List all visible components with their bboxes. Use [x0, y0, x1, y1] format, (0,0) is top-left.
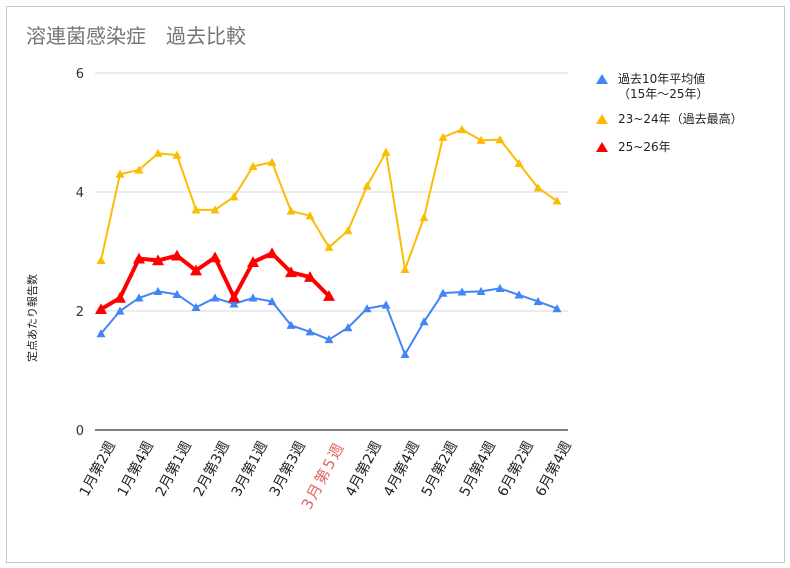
data-point	[266, 247, 278, 259]
data-point	[476, 135, 486, 144]
data-point	[133, 252, 145, 264]
triangle-marker-icon	[596, 114, 608, 124]
data-point	[400, 349, 410, 359]
data-point	[172, 150, 182, 159]
x-tick-label: 4月第2週	[342, 438, 385, 499]
y-tick-label: 6	[76, 67, 84, 82]
data-point	[324, 242, 334, 251]
data-point	[305, 211, 315, 220]
x-tick-label: 4月第4週	[380, 438, 423, 499]
data-point	[476, 286, 486, 295]
x-tick-label: 1月第2週	[76, 438, 119, 499]
x-tick-label: 3月第1週	[228, 438, 271, 499]
data-point	[324, 335, 334, 344]
chart-frame	[6, 6, 785, 563]
x-tick-label: 2月第3週	[190, 438, 233, 499]
data-point	[115, 169, 125, 178]
data-point	[267, 157, 277, 166]
data-point	[343, 323, 353, 332]
data-point	[286, 320, 296, 329]
legend-label: 過去10年平均値 （15年〜25年）	[618, 72, 709, 101]
data-point	[438, 132, 448, 141]
data-point	[134, 165, 144, 174]
data-point	[552, 304, 562, 313]
data-point	[305, 327, 315, 336]
y-tick-label: 4	[76, 186, 84, 201]
data-point	[115, 306, 125, 315]
data-point	[514, 158, 524, 168]
legend-label: 25~26年	[618, 140, 671, 154]
data-point	[438, 288, 448, 297]
data-point	[114, 291, 126, 303]
data-point	[533, 296, 543, 306]
data-point	[304, 271, 316, 282]
data-point	[248, 161, 258, 171]
legend-item: 23~24年（過去最高）	[596, 112, 743, 127]
legend-item: 過去10年平均値 （15年〜25年）	[596, 72, 709, 102]
x-tick-label: 2月第1週	[152, 438, 195, 499]
data-point	[191, 302, 201, 312]
y-axis-label: 定点あたり報告数	[25, 274, 39, 362]
x-tick-label: 1月第4週	[114, 438, 157, 499]
data-point	[419, 213, 429, 222]
data-point	[229, 192, 239, 201]
data-point	[228, 291, 240, 303]
x-tick-label: 6月第4週	[532, 438, 575, 499]
data-point	[419, 317, 429, 326]
y-tick-label: 2	[76, 305, 84, 320]
data-point	[381, 147, 391, 156]
data-point	[210, 293, 220, 302]
data-point	[457, 125, 467, 134]
legend-label: 23~24年（過去最高）	[618, 112, 743, 126]
data-point	[134, 293, 144, 302]
data-point	[152, 254, 164, 266]
data-point	[96, 255, 106, 265]
data-point	[495, 283, 505, 292]
data-point	[153, 286, 163, 295]
data-point	[362, 304, 372, 313]
x-tick-label: 6月第2週	[494, 438, 537, 499]
legend-item: 25~26年	[596, 140, 671, 155]
data-point	[209, 251, 221, 263]
triangle-marker-icon	[596, 74, 608, 84]
y-tick-label: 0	[76, 424, 84, 439]
data-point	[95, 303, 107, 315]
data-point	[248, 293, 258, 302]
x-tick-label: 5月第2週	[418, 438, 461, 499]
triangle-marker-icon	[596, 142, 608, 152]
data-point	[514, 290, 524, 299]
data-point	[343, 226, 353, 235]
data-point	[190, 264, 202, 276]
data-point	[210, 205, 220, 214]
data-point	[381, 300, 391, 309]
x-tick-label: 3月第3週	[266, 438, 309, 499]
data-point	[171, 249, 183, 261]
data-point	[285, 266, 297, 278]
data-point	[457, 287, 467, 296]
data-point	[286, 206, 296, 215]
data-point	[267, 296, 277, 306]
data-point	[229, 299, 239, 308]
data-point	[533, 183, 543, 192]
data-point	[172, 289, 182, 298]
chart-title: 溶連菌感染症 過去比較	[26, 24, 246, 48]
data-point	[247, 256, 259, 268]
data-point	[153, 148, 163, 157]
data-point	[323, 290, 335, 301]
data-point	[400, 264, 410, 273]
data-point	[552, 196, 562, 205]
data-point	[96, 329, 106, 338]
x-tick-label: 5月第4週	[456, 438, 499, 499]
data-point	[362, 181, 372, 190]
data-point	[495, 135, 505, 144]
data-point	[191, 205, 201, 214]
